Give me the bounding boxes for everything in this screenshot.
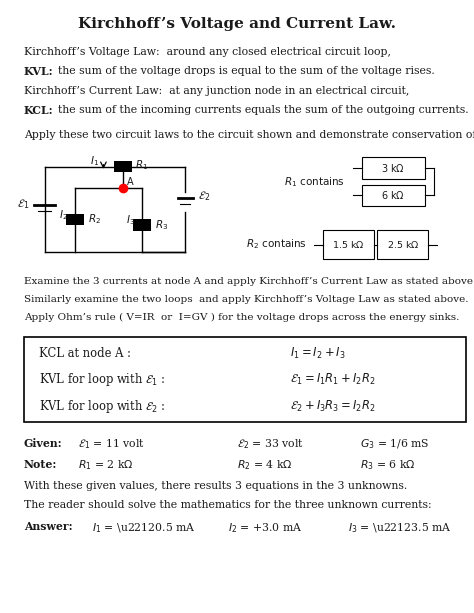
Text: $R_2$: $R_2$ [88,212,101,226]
Text: $I_1 = I_2 + I_3$: $I_1 = I_2 + I_3$ [290,346,346,360]
Text: $R_2$ = 4 k$\Omega$: $R_2$ = 4 k$\Omega$ [237,459,292,473]
Text: the sum of the voltage drops is equal to the sum of the voltage rises.: the sum of the voltage drops is equal to… [51,66,435,76]
Text: KVL:: KVL: [24,66,53,77]
Text: KCL at node A :: KCL at node A : [39,346,131,360]
Text: $R_1$ contains: $R_1$ contains [284,175,346,189]
Bar [323,230,374,259]
Text: Apply Ohm’s rule ( V=IR  or  I=GV ) for the voltage drops across the energy sink: Apply Ohm’s rule ( V=IR or I=GV ) for th… [24,313,459,322]
Text: $G_3$ = 1/6 mS: $G_3$ = 1/6 mS [360,438,430,451]
Text: $I_3$ = \u22123.5 mA: $I_3$ = \u22123.5 mA [348,521,452,535]
Text: $\mathcal{E}_1$: $\mathcal{E}_1$ [17,197,29,211]
Text: 6 k$\Omega$: 6 k$\Omega$ [382,189,405,201]
Bar [362,158,425,179]
Text: 3 k$\Omega$: 3 k$\Omega$ [382,162,405,174]
Text: Kirchhoff’s Voltage Law:  around any closed electrical circuit loop,: Kirchhoff’s Voltage Law: around any clos… [24,47,391,56]
Text: $R_2$ contains: $R_2$ contains [246,238,308,251]
Text: A: A [127,177,133,186]
Text: $I_2$: $I_2$ [59,208,68,222]
Text: $I_3$: $I_3$ [126,213,135,227]
Text: Apply these two circuit laws to the circuit shown and demonstrate conservation o: Apply these two circuit laws to the circ… [24,130,474,140]
Text: KCL:: KCL: [24,105,53,116]
Text: $R_1$: $R_1$ [136,159,149,172]
Text: $I_1$: $I_1$ [90,154,99,168]
Text: Similarly examine the two loops  and apply Kirchhoff’s Voltage Law as stated abo: Similarly examine the two loops and appl… [24,295,468,304]
Text: KVL for loop with $\mathcal{E}_1$ :: KVL for loop with $\mathcal{E}_1$ : [39,371,166,388]
Bar [114,161,132,172]
Text: $R_3$ = 6 k$\Omega$: $R_3$ = 6 k$\Omega$ [360,459,416,473]
Text: Kirchhoff’s Voltage and Current Law.: Kirchhoff’s Voltage and Current Law. [78,17,396,31]
Text: $I_1$ = \u22120.5 mA: $I_1$ = \u22120.5 mA [92,521,196,535]
Text: KVL for loop with $\mathcal{E}_2$ :: KVL for loop with $\mathcal{E}_2$ : [39,398,166,415]
Text: Answer:: Answer: [24,521,73,532]
Text: Note:: Note: [24,459,57,470]
Text: 1.5 k$\Omega$: 1.5 k$\Omega$ [332,239,365,250]
Text: $\mathcal{E}_2$ = 33 volt: $\mathcal{E}_2$ = 33 volt [237,438,304,452]
Bar [362,185,425,206]
Text: The reader should solve the mathematics for the three unknown currents:: The reader should solve the mathematics … [24,500,431,509]
Text: Examine the 3 currents at node A and apply Kirchhoff’s Current Law as stated abo: Examine the 3 currents at node A and app… [24,277,474,286]
Text: $I_2$ = +3.0 mA: $I_2$ = +3.0 mA [228,521,302,535]
Bar [66,213,84,225]
Text: $\mathcal{E}_2$: $\mathcal{E}_2$ [198,189,210,204]
Text: Kirchhoff’s Current Law:  at any junction node in an electrical circuit,: Kirchhoff’s Current Law: at any junction… [24,86,409,96]
Bar [377,230,428,259]
Text: the sum of the incoming currents equals the sum of the outgoing currents.: the sum of the incoming currents equals … [51,105,469,115]
Text: $R_3$: $R_3$ [155,218,168,232]
Text: $\mathcal{E}_1 = I_1 R_1 + I_2 R_2$: $\mathcal{E}_1 = I_1 R_1 + I_2 R_2$ [290,372,376,387]
Text: 2.5 k$\Omega$: 2.5 k$\Omega$ [386,239,419,250]
Text: $\mathcal{E}_2 + I_3 R_3 = I_2 R_2$: $\mathcal{E}_2 + I_3 R_3 = I_2 R_2$ [290,399,376,414]
Text: Given:: Given: [24,438,62,449]
Bar [133,219,151,230]
Text: $R_1$ = 2 k$\Omega$: $R_1$ = 2 k$\Omega$ [78,459,134,473]
Text: $\mathcal{E}_1$ = 11 volt: $\mathcal{E}_1$ = 11 volt [78,438,145,452]
Text: With these given values, there results 3 equations in the 3 unknowns.: With these given values, there results 3… [24,481,407,491]
